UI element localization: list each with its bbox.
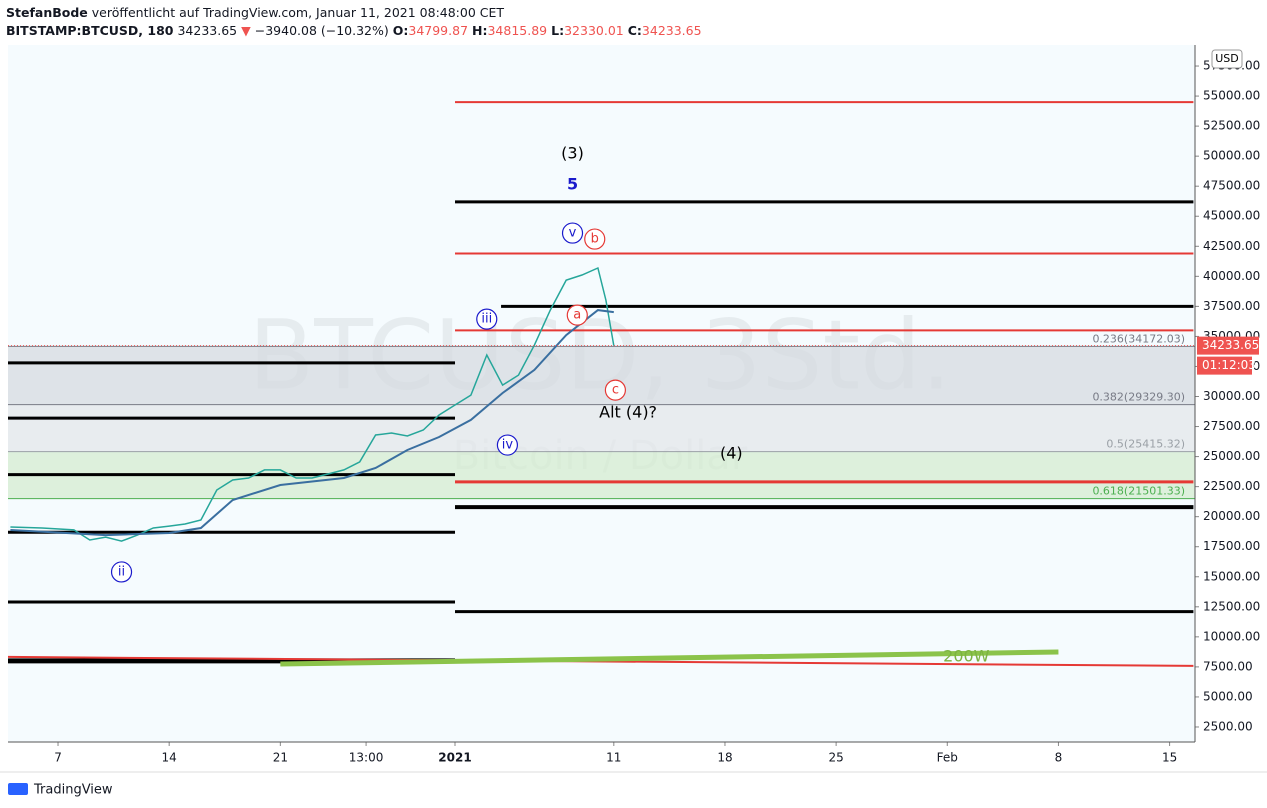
wave-circle <box>604 379 626 401</box>
wave-label: 200W <box>943 646 990 665</box>
open: 34799.87 <box>408 23 469 38</box>
x-tick-label: 15 <box>1162 751 1177 765</box>
x-tick-label: 14 <box>162 751 177 765</box>
countdown: 01:12:03 <box>1202 358 1256 372</box>
symbol: BITSTAMP:BTCUSD, 180 <box>6 23 174 38</box>
last-price-tag <box>1197 336 1259 355</box>
wave-label: v <box>569 226 577 241</box>
brand: TradingView <box>33 783 113 798</box>
x-tick-label: Feb <box>937 751 958 765</box>
x-tick-label: 13:00 <box>349 751 384 765</box>
wave-label: iii <box>481 312 492 327</box>
l-label: L: <box>551 23 565 38</box>
y-tick-label: 22500.00 <box>1203 479 1260 493</box>
wave-label: (4) <box>720 444 743 463</box>
y-tick-label: 7500.00 <box>1203 659 1253 673</box>
high: 34815.89 <box>487 23 548 38</box>
wave-circle <box>110 561 133 583</box>
x-tick-label: 21 <box>273 751 288 765</box>
y-tick-label: 20000.00 <box>1203 509 1260 523</box>
level-line <box>280 649 1059 667</box>
y-tick-label: 12500.00 <box>1203 599 1260 613</box>
change: −3940.08 (−10.32%) <box>254 23 389 38</box>
y-tick-label: 30000.00 <box>1203 389 1260 403</box>
x-tick-label: 18 <box>717 751 732 765</box>
y-tick-label: 27500.00 <box>1203 419 1260 433</box>
wave-label: c <box>612 383 619 398</box>
wave-label: Alt (4)? <box>599 402 657 421</box>
x-tick-label: 11 <box>606 751 621 765</box>
y-tick-label: 37500.00 <box>1203 299 1260 313</box>
countdown-tag <box>1197 356 1252 375</box>
x-tick-label: 8 <box>1055 751 1063 765</box>
wave-label: b <box>591 232 599 247</box>
fib-zone <box>8 404 1195 452</box>
published: veröffentlicht auf TradingView.com, Janu… <box>91 5 505 20</box>
y-tick-label: 52500.00 <box>1203 119 1260 133</box>
wave-circle <box>476 308 498 330</box>
wave-circle <box>584 228 606 250</box>
currency: USD <box>1215 52 1239 65</box>
o-label: O: <box>392 23 409 38</box>
y-tick-label: 10000.00 <box>1203 629 1260 643</box>
x-tick-label: 25 <box>828 751 843 765</box>
arrow: ▼ <box>241 23 251 38</box>
wave-circle <box>496 434 519 456</box>
wave-label: iv <box>502 438 514 453</box>
author: StefanBode <box>6 5 88 20</box>
y-tick-label: 15000.00 <box>1203 569 1260 583</box>
fib-zone <box>8 346 1195 405</box>
wave-label: 5 <box>567 175 578 194</box>
y-tick-label: 5000.00 <box>1203 689 1253 703</box>
y-tick-label: 25000.00 <box>1203 449 1260 463</box>
y-tick-label: 40000.00 <box>1203 269 1260 283</box>
header: StefanBode veröffentlicht auf TradingVie… <box>6 4 702 40</box>
y-tick-label: 50000.00 <box>1203 149 1260 163</box>
fib-label: 0.236(34172.03) <box>1092 332 1185 345</box>
header-line-2: BITSTAMP:BTCUSD, 180 34233.65 ▼ −3940.08… <box>6 22 702 40</box>
wave-label: a <box>573 308 581 323</box>
brand-logo <box>8 783 28 795</box>
fib-label: 0.382(29329.30) <box>1092 391 1185 404</box>
wave-circle <box>566 304 588 326</box>
y-tick-label: 2500.00 <box>1203 719 1253 733</box>
c-label: C: <box>627 23 642 38</box>
wave-label: ii <box>118 564 125 579</box>
fib-label: 0.618(21501.33) <box>1092 485 1185 498</box>
currency-box <box>1211 49 1243 69</box>
y-tick-label: 45000.00 <box>1203 209 1260 223</box>
price-line <box>10 309 614 537</box>
last-price-label: 34233.65 <box>1202 338 1259 352</box>
wave-circle <box>561 222 584 244</box>
header-line-1: StefanBode veröffentlicht auf TradingVie… <box>6 4 702 22</box>
wave-label: (3) <box>561 144 584 163</box>
x-tick-label: 2021 <box>438 751 471 765</box>
price: 34233.65 <box>177 23 238 38</box>
y-tick-label: 17500.00 <box>1203 539 1260 553</box>
low: 32330.01 <box>564 23 624 38</box>
y-tick-label: 42500.00 <box>1203 239 1260 253</box>
close: 34233.65 <box>641 23 702 38</box>
y-tick-label: 55000.00 <box>1203 89 1260 103</box>
x-tick-label: 7 <box>54 751 62 765</box>
h-label: H: <box>472 23 488 38</box>
fib-label: 0.5(25415.32) <box>1106 438 1185 451</box>
y-tick-label: 47500.00 <box>1203 179 1260 193</box>
